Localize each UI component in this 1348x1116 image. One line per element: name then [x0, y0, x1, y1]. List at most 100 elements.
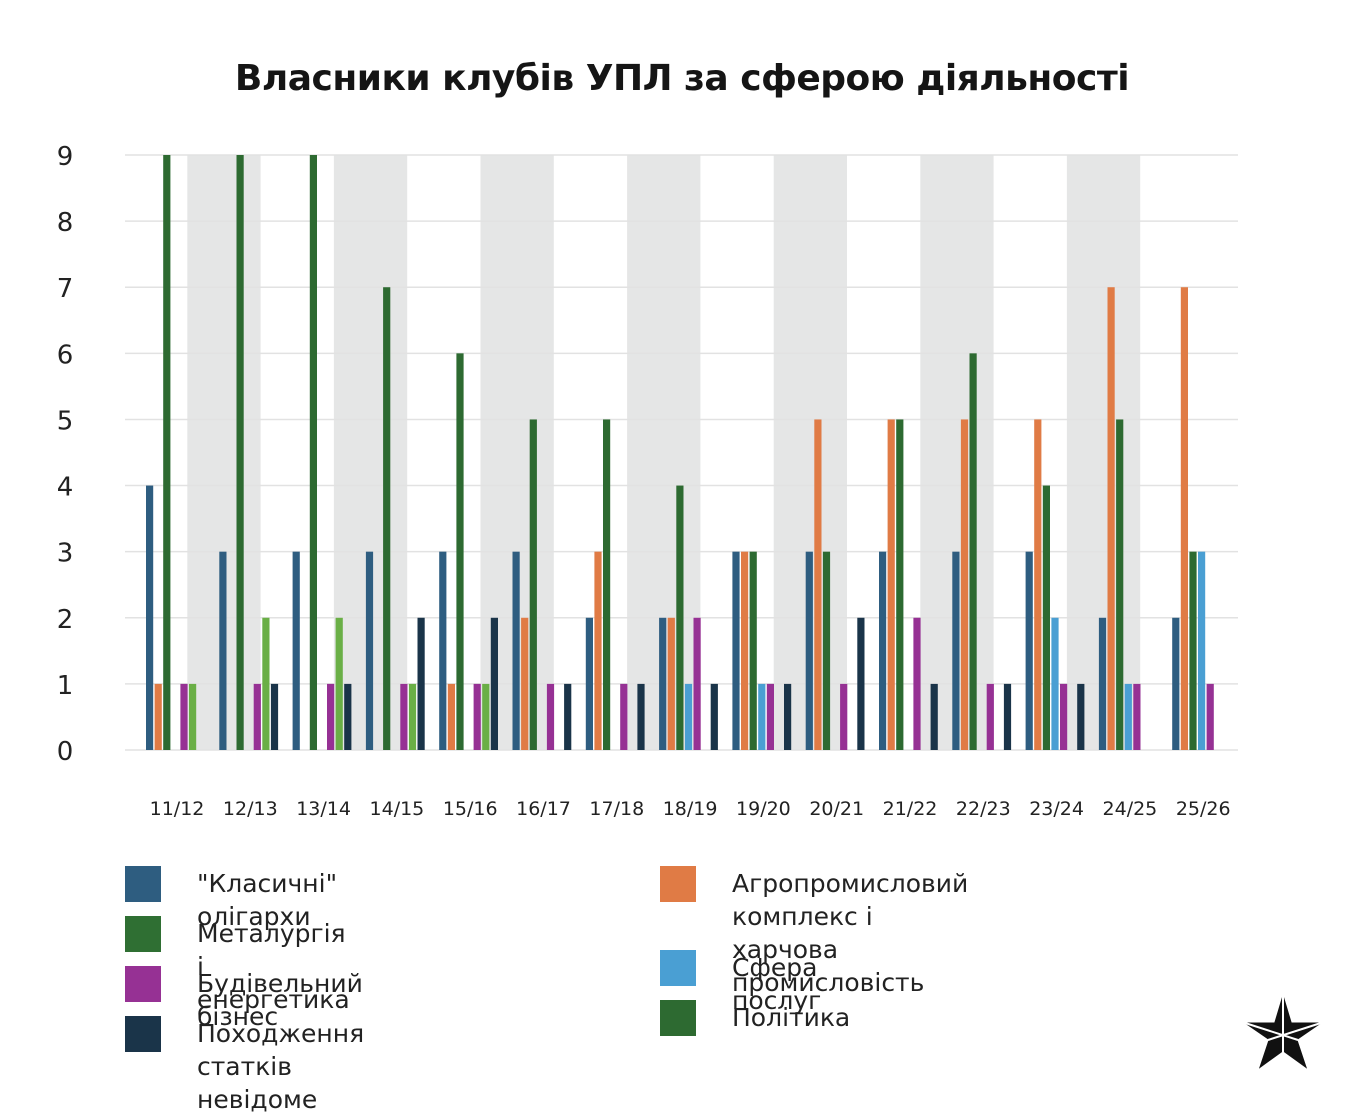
x-tick-label: 23/24: [1029, 798, 1084, 820]
x-tick-label: 14/15: [370, 798, 425, 820]
x-tick-label: 24/25: [1103, 798, 1158, 820]
legend-label-unknown: Походження статків невідоме: [197, 1019, 365, 1114]
bar-construction: [986, 683, 994, 750]
legend-item-oligarchs: "Класичні" олігархи: [125, 866, 337, 933]
bar-agro: [521, 617, 529, 750]
bar-unknown: [490, 617, 498, 750]
bar-unknown: [1003, 683, 1012, 750]
bar-agro: [154, 683, 162, 750]
bar-services: [1198, 551, 1206, 750]
x-tick-label: 21/22: [883, 798, 938, 820]
bar-oligarchs: [952, 551, 960, 750]
legend-item-agro: Агропромисловий комплекс і харчова проми…: [660, 866, 968, 999]
legend-swatch-politics: [660, 1000, 696, 1036]
bar-politics: [163, 155, 171, 750]
bar-politics: [309, 155, 317, 750]
bar-construction: [253, 683, 261, 750]
bar-politics: [383, 287, 391, 750]
bar-oligarchs: [879, 551, 887, 750]
bar-metallurgy_light: [189, 683, 197, 750]
bar-oligarchs: [146, 485, 154, 750]
bar-agro: [741, 551, 749, 750]
bar-oligarchs: [292, 551, 300, 750]
legend-swatch-oligarchs: [125, 866, 161, 902]
bar-politics: [1116, 419, 1124, 750]
bar-politics: [603, 419, 611, 750]
y-tick-label: 5: [57, 406, 74, 436]
bar-politics: [676, 485, 684, 750]
bar-construction: [766, 683, 774, 750]
bar-services: [1051, 617, 1059, 750]
star-logo-icon: [1240, 990, 1326, 1072]
x-tick-label: 11/12: [150, 798, 205, 820]
bar-politics: [236, 155, 244, 750]
y-tick-label: 1: [57, 671, 74, 701]
bar-metallurgy_light: [408, 683, 417, 750]
bar-services: [1124, 683, 1132, 750]
bar-unknown: [930, 683, 938, 750]
bar-oligarchs: [732, 551, 740, 750]
bar-unknown: [784, 683, 792, 750]
bar-agro: [1034, 419, 1042, 750]
bar-agro: [594, 551, 602, 750]
bar-politics: [822, 551, 831, 750]
x-tick-label: 17/18: [589, 798, 644, 820]
legend-swatch-services: [660, 950, 696, 986]
bar-construction: [1206, 683, 1214, 750]
x-tick-label: 13/14: [296, 798, 351, 820]
x-tick-label: 16/17: [516, 798, 571, 820]
bar-construction: [1060, 683, 1068, 750]
bar-politics: [896, 419, 904, 750]
chart-title: Власники клубів УПЛ за сферою діяльності: [234, 58, 1130, 99]
legend-label-metallurgy: Металургія і енергетика: [197, 919, 350, 1014]
bar-construction: [620, 683, 628, 750]
bar-oligarchs: [1025, 551, 1033, 750]
bar-services: [758, 683, 766, 750]
bar-oligarchs: [1098, 617, 1107, 750]
bar-agro: [960, 419, 969, 750]
bar-unknown: [564, 683, 572, 750]
bar-agro: [447, 683, 455, 750]
bar-oligarchs: [365, 551, 374, 750]
y-tick-label: 6: [57, 340, 74, 370]
bar-construction: [1133, 683, 1141, 750]
legend-swatch-metallurgy: [125, 916, 161, 952]
bar-unknown: [1077, 683, 1085, 750]
bar-unknown: [710, 683, 718, 750]
bar-construction: [473, 683, 481, 750]
legend-label-politics: Політика: [732, 1003, 851, 1032]
x-tick-label: 12/13: [223, 798, 278, 820]
bar-agro: [1180, 287, 1188, 750]
x-tick-label: 15/16: [443, 798, 498, 820]
bar-agro: [1107, 287, 1115, 750]
y-tick-label: 2: [57, 605, 74, 635]
y-tick-label: 0: [57, 737, 74, 767]
bar-oligarchs: [512, 551, 520, 750]
bar-construction: [840, 683, 848, 750]
bar-construction: [400, 683, 408, 750]
bar-construction: [180, 683, 188, 750]
bar-oligarchs: [585, 617, 593, 750]
bar-agro: [887, 419, 895, 750]
bar-politics: [1042, 485, 1050, 750]
bar-unknown: [857, 617, 865, 750]
y-tick-label: 9: [57, 142, 74, 172]
bar-unknown: [417, 617, 425, 750]
legend-label-oligarchs: "Класичні" олігархи: [197, 869, 338, 931]
bar-construction: [913, 617, 921, 750]
bar-agro: [667, 617, 675, 750]
legend-item-metallurgy: Металургія і енергетика: [125, 916, 350, 1016]
legend-label-agro-line2: харчова промисловість: [732, 935, 925, 997]
x-tick-label: 20/21: [809, 798, 864, 820]
bar-metallurgy_light: [482, 683, 490, 750]
y-tick-label: 3: [57, 539, 74, 569]
bar-agro: [814, 419, 822, 750]
legend-label-construction: Будівельний бізнес: [197, 969, 363, 1031]
bar-oligarchs: [805, 551, 813, 750]
bar-metallurgy_light: [335, 617, 343, 750]
bar-politics: [969, 353, 977, 750]
bar-politics: [749, 551, 757, 750]
bar-services: [684, 683, 693, 750]
bar-politics: [456, 353, 464, 750]
legend-item-politics: Політика: [660, 1000, 850, 1036]
